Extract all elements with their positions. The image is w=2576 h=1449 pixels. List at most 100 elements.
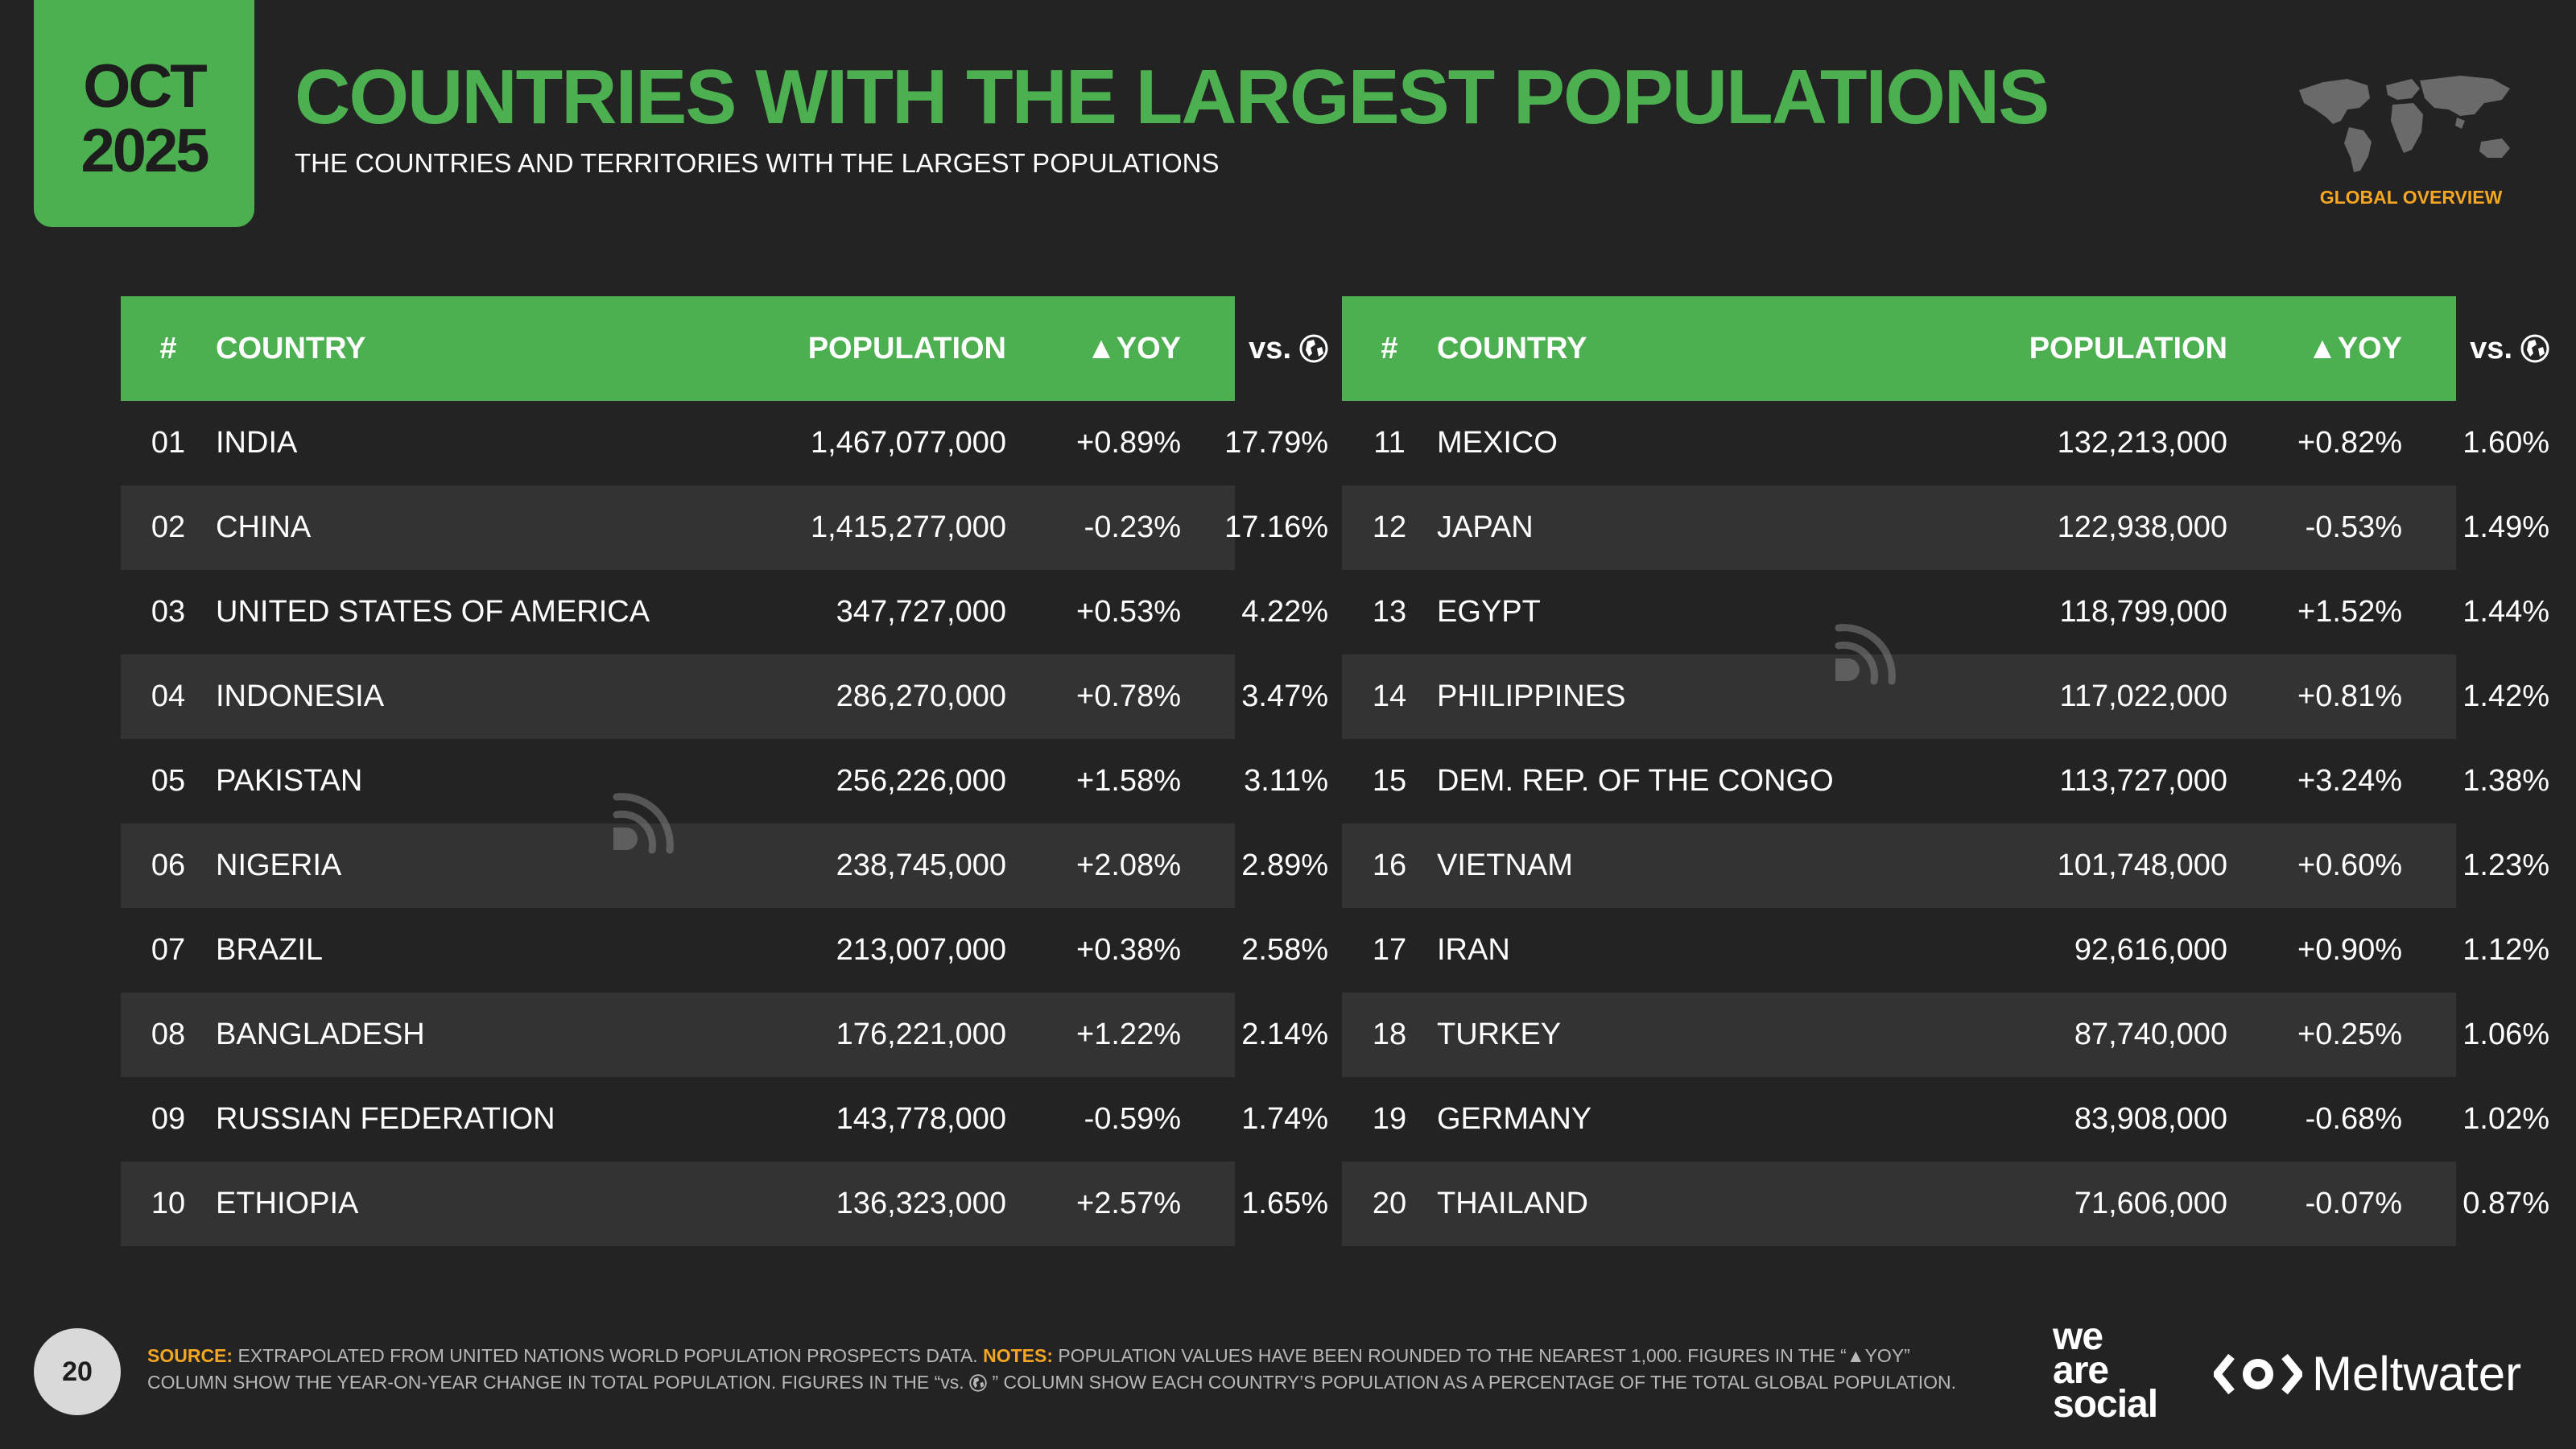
cell-country: UNITED STATES OF AMERICA [216, 595, 650, 629]
page-number: 20 [34, 1328, 121, 1415]
datareportal-watermark-icon [613, 793, 674, 854]
cell-yoy: -0.53% [2305, 510, 2402, 544]
cell-num: 07 [151, 933, 186, 967]
cell-vs: 1.74% [1241, 1102, 1328, 1136]
cell-country: INDONESIA [216, 679, 385, 713]
cell-yoy: +3.24% [2297, 764, 2402, 798]
cell-yoy: +0.60% [2297, 848, 2402, 882]
cell-yoy: +0.89% [1076, 426, 1181, 460]
table-row: 15 DEM. REP. OF THE CONGO 113,727,000 +3.24… [1342, 739, 2549, 824]
footer-notes: SOURCE: EXTRAPOLATED FROM UNITED NATIONS… [147, 1343, 1967, 1396]
table-row: 08 BANGLADESH 176,221,000 +1.22% 2.14% [121, 993, 1328, 1077]
header-population: POPULATION [807, 331, 1006, 365]
page-subtitle: THE COUNTRIES AND TERRITORIES WITH THE L… [295, 148, 1220, 178]
source-text: EXTRAPOLATED FROM UNITED NATIONS WORLD P… [237, 1345, 978, 1366]
we-are-social-logo: we are social [2053, 1318, 2158, 1426]
cell-num: 19 [1372, 1102, 1407, 1136]
cell-vs: 2.89% [1241, 848, 1328, 882]
cell-yoy: +1.58% [1076, 764, 1181, 798]
date-badge: OCT 2025 [34, 0, 254, 227]
cell-country: BANGLADESH [216, 1018, 425, 1051]
cell-population: 143,778,000 [836, 1102, 1006, 1136]
cell-population: 213,007,000 [836, 933, 1006, 967]
cell-num: 18 [1372, 1018, 1407, 1051]
globe-icon [2520, 334, 2549, 363]
cell-population: 286,270,000 [836, 679, 1006, 713]
population-table-right: # COUNTRY POPULATION ▲YOY vs. 11 MEXICO 13… [1342, 296, 2549, 1246]
cell-vs: 1.06% [2462, 1018, 2549, 1051]
cell-population: 176,221,000 [836, 1018, 1006, 1051]
cell-country: BRAZIL [216, 933, 324, 967]
cell-country: PAKISTAN [216, 764, 363, 798]
cell-country: INDIA [216, 426, 298, 460]
cell-vs: 1.44% [2462, 595, 2549, 629]
cell-country: DEM. REP. OF THE CONGO [1437, 764, 1834, 798]
cell-num: 16 [1372, 848, 1407, 882]
cell-num: 17 [1372, 933, 1407, 967]
cell-country: MEXICO [1437, 426, 1558, 460]
cell-vs: 1.12% [2462, 933, 2549, 967]
notes-text-1: POPULATION VALUES HAVE BEEN ROUNDED TO T… [147, 1345, 1910, 1393]
table-row: 12 JAPAN 122,938,000 -0.53% 1.49% [1342, 485, 2549, 570]
globe-icon [969, 1374, 987, 1392]
cell-population: 122,938,000 [2057, 510, 2227, 544]
cell-country: CHINA [216, 510, 312, 544]
cell-vs: 3.11% [1244, 764, 1328, 798]
world-map-icon [2291, 68, 2521, 180]
cell-population: 92,616,000 [2074, 933, 2227, 967]
table-row: 14 PHILIPPINES 117,022,000 +0.81% 1.42% [1342, 654, 2549, 739]
cell-vs: 1.02% [2462, 1102, 2549, 1136]
table-row: 01 INDIA 1,467,077,000 +0.89% 17.79% [121, 401, 1328, 485]
cell-num: 06 [151, 848, 186, 882]
cell-population: 87,740,000 [2074, 1018, 2227, 1051]
cell-country: IRAN [1437, 933, 1510, 967]
header-yoy: ▲YOY [2307, 331, 2402, 365]
cell-population: 347,727,000 [836, 595, 1006, 629]
cell-yoy: +0.25% [2297, 1018, 2402, 1051]
meltwater-logo: Meltwater [2214, 1346, 2521, 1402]
cell-num: 05 [151, 764, 186, 798]
cell-vs: 2.58% [1241, 933, 1328, 967]
population-table-left: # COUNTRY POPULATION ▲YOY vs. 01 INDIA 1,4… [121, 296, 1328, 1246]
table-row: 19 GERMANY 83,908,000 -0.68% 1.02% [1342, 1077, 2549, 1162]
table-body-right: 11 MEXICO 132,213,000 +0.82% 1.60% 12 JAPAN 122… [1342, 401, 2549, 1246]
table-body-left: 01 INDIA 1,467,077,000 +0.89% 17.79% 02 CHINA 1… [121, 401, 1328, 1246]
cell-population: 256,226,000 [836, 764, 1006, 798]
cell-population: 238,745,000 [836, 848, 1006, 882]
cell-vs: 1.60% [2462, 426, 2549, 460]
table-row: 03 UNITED STATES OF AMERICA 347,727,000 +0.… [121, 570, 1328, 654]
header-yoy: ▲YOY [1086, 331, 1181, 365]
cell-yoy: -0.59% [1084, 1102, 1181, 1136]
source-label: SOURCE: [147, 1345, 233, 1366]
date-month: OCT [83, 52, 207, 121]
cell-yoy: -0.23% [1084, 510, 1181, 544]
table-row: 11 MEXICO 132,213,000 +0.82% 1.60% [1342, 401, 2549, 485]
cell-population: 132,213,000 [2057, 426, 2227, 460]
header-vs: vs. [1181, 332, 1328, 366]
cell-population: 136,323,000 [836, 1187, 1006, 1220]
cell-vs: 1.42% [2462, 679, 2549, 713]
cell-vs: 1.23% [2462, 848, 2549, 882]
cell-yoy: +0.81% [2297, 679, 2402, 713]
cell-num: 10 [151, 1187, 186, 1220]
cell-yoy: +1.22% [1076, 1018, 1181, 1051]
cell-vs: 0.87% [2462, 1187, 2549, 1220]
cell-population: 118,799,000 [2059, 595, 2228, 629]
table-row: 04 INDONESIA 286,270,000 +0.78% 3.47% [121, 654, 1328, 739]
cell-population: 113,727,000 [2059, 764, 2228, 798]
cell-num: 15 [1372, 764, 1407, 798]
header-vs-label: vs. [2470, 331, 2512, 365]
cell-num: 14 [1372, 679, 1407, 713]
header-num: # [159, 331, 177, 365]
page-title: COUNTRIES WITH THE LARGEST POPULATIONS [295, 54, 2050, 140]
header-num: # [1381, 331, 1398, 365]
table-row: 06 NIGERIA 238,745,000 +2.08% 2.89% [121, 824, 1328, 908]
cell-country: THAILAND [1437, 1187, 1588, 1220]
cell-num: 13 [1372, 595, 1407, 629]
was-line2: are [2053, 1349, 2109, 1392]
cell-country: ETHIOPIA [216, 1187, 359, 1220]
was-line3: social [2053, 1383, 2158, 1426]
cell-country: RUSSIAN FEDERATION [216, 1102, 555, 1136]
table-row: 05 PAKISTAN 256,226,000 +1.58% 3.11% [121, 739, 1328, 824]
table-row: 20 THAILAND 71,606,000 -0.07% 0.87% [1342, 1162, 2549, 1246]
